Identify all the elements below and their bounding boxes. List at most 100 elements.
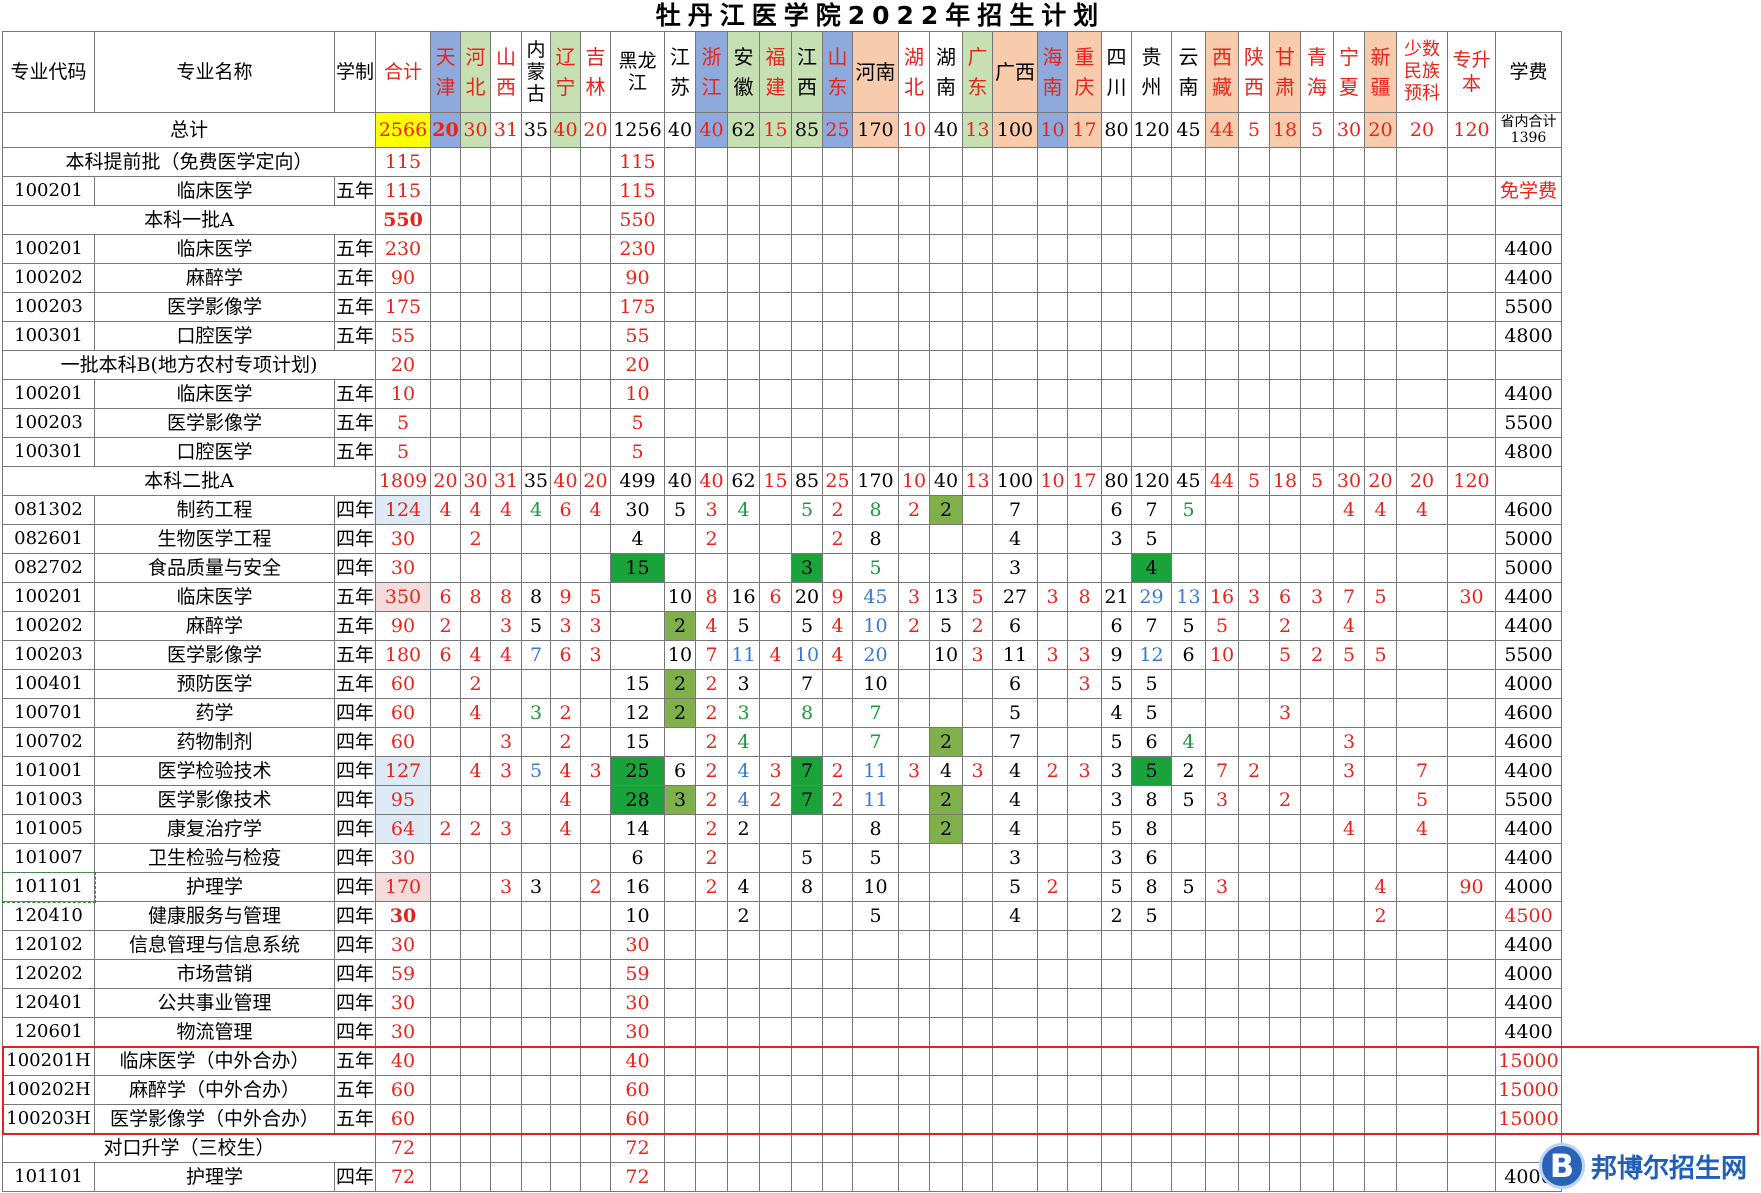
cell-云南 xyxy=(1171,1104,1206,1134)
cell-山东 xyxy=(822,205,853,235)
cell-新疆 xyxy=(1364,814,1397,844)
cell-专升本 xyxy=(1447,1017,1496,1047)
cell-广东: 3 xyxy=(962,756,993,786)
cell-黑龙江: 55 xyxy=(610,321,665,351)
cell-河南: 5 xyxy=(852,553,899,583)
cell-吉林 xyxy=(580,147,611,177)
cell-湖北 xyxy=(898,785,930,815)
cell-福建 xyxy=(759,263,792,293)
cell-云南 xyxy=(1171,205,1206,235)
fee-cell: 免学费 xyxy=(1495,176,1562,206)
cell-湖南 xyxy=(929,553,963,583)
cell-云南 xyxy=(1171,669,1206,699)
cell-天津 xyxy=(430,843,461,873)
cell-青海 xyxy=(1300,553,1334,583)
study-years: 四年 xyxy=(334,698,376,728)
total-cell-吉林: 20 xyxy=(580,112,611,148)
cell-天津 xyxy=(430,872,461,902)
cell-河北: 2 xyxy=(460,669,491,699)
cell-山西 xyxy=(490,1017,522,1047)
cell-福建 xyxy=(759,437,792,467)
cell-甘肃: 2 xyxy=(1269,785,1301,815)
cell-安徽: 4 xyxy=(727,756,760,786)
cell-山东 xyxy=(822,1017,853,1047)
cell-辽宁: 2 xyxy=(550,698,581,728)
cell-天津 xyxy=(430,1162,461,1192)
cell-山西 xyxy=(490,379,522,409)
cell-天津 xyxy=(430,176,461,206)
major-code: 100702 xyxy=(2,727,95,757)
cell-吉林: 3 xyxy=(580,756,611,786)
cell-江苏 xyxy=(664,727,696,757)
cell-江苏 xyxy=(664,1133,696,1163)
cell-湖南 xyxy=(929,408,963,438)
column-header-31: 青海 xyxy=(1300,31,1334,113)
cell-重庆 xyxy=(1067,292,1102,322)
cell-甘肃 xyxy=(1269,727,1301,757)
cell-湖南 xyxy=(929,205,963,235)
cell-专升本 xyxy=(1447,553,1496,583)
major-name: 医学影像技术 xyxy=(94,785,335,815)
cell-内蒙古 xyxy=(521,292,551,322)
cell-贵州 xyxy=(1131,147,1172,177)
cell-浙江 xyxy=(695,901,728,931)
cell-安徽 xyxy=(727,437,760,467)
cell-陕西 xyxy=(1238,669,1270,699)
cell-少数民族预科 xyxy=(1396,843,1448,873)
cell-黑龙江: 59 xyxy=(610,959,665,989)
cell-广东 xyxy=(962,814,993,844)
column-header-10: 吉林 xyxy=(580,31,611,113)
cell-贵州 xyxy=(1131,176,1172,206)
cell-内蒙古 xyxy=(521,176,551,206)
cell-浙江 xyxy=(695,959,728,989)
cell-内蒙古 xyxy=(521,988,551,1018)
cell-青海 xyxy=(1300,321,1334,351)
cell-江西 xyxy=(791,205,823,235)
cell-河北 xyxy=(460,292,491,322)
cell-辽宁 xyxy=(550,263,581,293)
cell-云南 xyxy=(1171,292,1206,322)
table-row: 120601 物流管理 四年 30 30 4400 xyxy=(2,1017,1562,1047)
cell-贵州 xyxy=(1131,959,1172,989)
major-total: 30 xyxy=(375,930,431,960)
cell-湖南 xyxy=(929,321,963,351)
cell-山西: 4 xyxy=(490,495,522,525)
cell-广西 xyxy=(992,988,1038,1018)
column-header-33: 新疆 xyxy=(1364,31,1397,113)
cell-重庆 xyxy=(1067,1133,1102,1163)
cell-贵州 xyxy=(1131,234,1172,264)
cell-湖北 xyxy=(898,553,930,583)
cell-少数民族预科 xyxy=(1396,350,1448,380)
major-total: 30 xyxy=(375,901,431,931)
major-code: 082702 xyxy=(2,553,95,583)
study-years: 四年 xyxy=(334,843,376,873)
study-years: 五年 xyxy=(334,437,376,467)
study-years: 四年 xyxy=(334,1017,376,1047)
cell-少数民族预科 xyxy=(1396,1017,1448,1047)
cell-海南 xyxy=(1037,843,1068,873)
total-cell-江苏: 40 xyxy=(664,112,696,148)
fee-cell: 4400 xyxy=(1495,756,1562,786)
section-label: 一批本科B(地方农村专项计划) xyxy=(2,350,376,380)
cell-浙江 xyxy=(695,437,728,467)
cell-甘肃: 5 xyxy=(1269,640,1301,670)
cell-吉林 xyxy=(580,1104,611,1134)
study-years: 五年 xyxy=(334,669,376,699)
fee-cell: 4400 xyxy=(1495,263,1562,293)
cell-山西 xyxy=(490,698,522,728)
cell-甘肃 xyxy=(1269,408,1301,438)
cell-吉林 xyxy=(580,437,611,467)
cell-天津 xyxy=(430,756,461,786)
cell-青海 xyxy=(1300,524,1334,554)
cell-四川 xyxy=(1101,1017,1132,1047)
cell-少数民族预科 xyxy=(1396,698,1448,728)
cell-湖北: 2 xyxy=(898,495,930,525)
cell-西藏: 3 xyxy=(1205,785,1239,815)
cell-辽宁 xyxy=(550,1133,581,1163)
cell-四川 xyxy=(1101,988,1132,1018)
cell-湖南 xyxy=(929,698,963,728)
study-years: 五年 xyxy=(334,1104,376,1134)
cell-山西 xyxy=(490,524,522,554)
cell-浙江: 2 xyxy=(695,698,728,728)
cell-重庆 xyxy=(1067,727,1102,757)
